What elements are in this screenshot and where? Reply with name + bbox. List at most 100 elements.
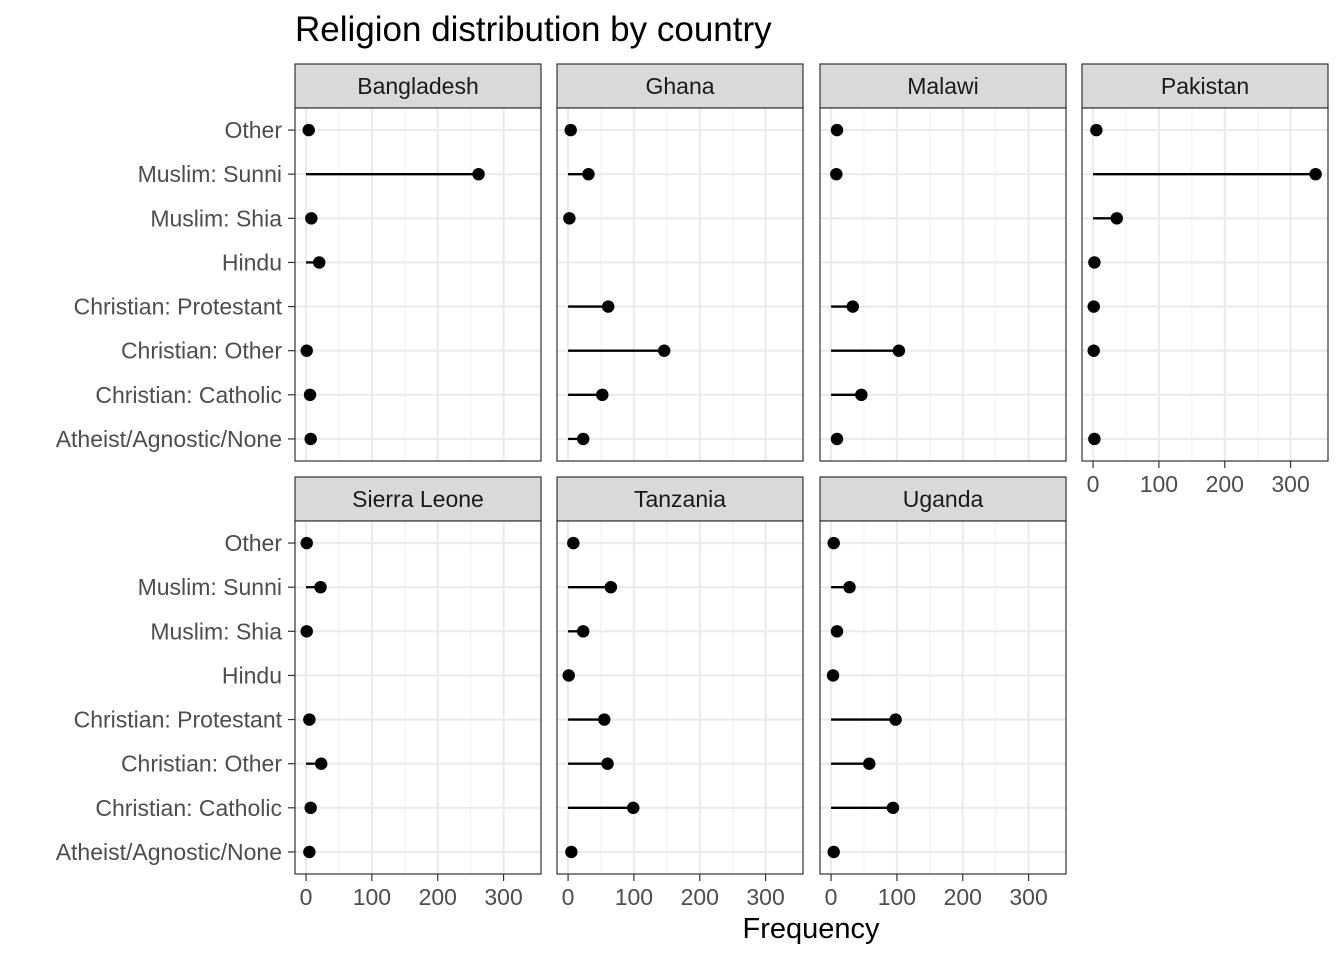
facet-tanzania: Tanzania 0 100 200 300: [556, 476, 804, 910]
data-point: [305, 212, 318, 225]
data-point: [304, 801, 317, 815]
plot-background: [557, 521, 803, 874]
x-tick-label: 200: [419, 884, 457, 910]
x-tick-label: 200: [1206, 471, 1244, 497]
x-tick-label: 0: [825, 884, 838, 910]
data-point: [567, 536, 580, 550]
y-tick-label: Christian: Protestant: [74, 294, 283, 320]
y-tick-label: Christian: Other: [121, 751, 282, 777]
data-point: [830, 432, 844, 446]
facet-strip-label: Ghana: [645, 73, 714, 99]
x-axis-label: Frequency: [742, 913, 880, 945]
facet-sierra-leone: Sierra Leone Atheist/Agnostic/None Christi…: [56, 476, 542, 910]
data-point: [1088, 432, 1101, 446]
x-tick-label: 100: [1140, 471, 1178, 497]
data-point: [830, 123, 844, 137]
data-point: [657, 344, 671, 357]
x-tick-label: 300: [746, 884, 784, 910]
facet-panels: Bangladesh Atheist/Agnostic/None Christian…: [56, 63, 1329, 910]
data-point: [843, 580, 856, 594]
data-point: [314, 580, 327, 594]
data-point: [565, 845, 578, 859]
y-tick-label: Christian: Other: [121, 338, 282, 364]
x-tick-label: 300: [484, 884, 522, 910]
x-tick-label: 0: [562, 884, 575, 910]
panel-border: [556, 107, 804, 462]
data-point: [601, 757, 614, 770]
x-tick-label: 100: [878, 884, 916, 910]
y-tick-label: Atheist/Agnostic/None: [56, 839, 282, 865]
data-point: [582, 167, 595, 181]
data-point: [302, 123, 315, 137]
facet-strip-label: Sierra Leone: [352, 486, 484, 512]
facet-strip: [556, 63, 804, 109]
data-point: [1087, 344, 1100, 357]
data-point: [1088, 256, 1101, 269]
y-tick-label: Atheist/Agnostic/None: [56, 426, 282, 452]
data-point: [604, 580, 618, 594]
panel-border: [819, 520, 1067, 875]
panel-border: [1081, 107, 1329, 462]
data-point: [886, 801, 900, 815]
y-tick-label: Christian: Catholic: [95, 382, 282, 408]
data-point: [846, 300, 859, 313]
data-point: [564, 123, 577, 137]
data-point: [303, 845, 316, 859]
facet-strip: [556, 476, 804, 522]
data-point: [855, 388, 868, 402]
data-point: [563, 212, 576, 225]
data-point: [627, 801, 640, 815]
data-point: [303, 713, 316, 726]
chart-title: Religion distribution by country: [295, 10, 772, 49]
data-point: [313, 256, 326, 269]
facet-uganda: Uganda 0 100 200 300: [819, 476, 1067, 910]
data-point: [892, 344, 906, 357]
panel-border: [294, 107, 542, 462]
facet-bangladesh: Bangladesh Atheist/Agnostic/None Christian…: [56, 63, 542, 462]
y-tick-label: Muslim: Sunni: [138, 161, 282, 187]
data-point: [1110, 212, 1123, 225]
facet-strip-label: Bangladesh: [357, 73, 479, 99]
y-tick-label: Christian: Catholic: [95, 795, 282, 821]
y-tick-label: Christian: Protestant: [74, 707, 283, 733]
panel-border: [294, 520, 542, 875]
data-point: [472, 167, 485, 181]
y-tick-label: Hindu: [222, 249, 282, 275]
y-tick-label: Other: [224, 117, 282, 143]
facet-strip: [294, 63, 542, 109]
x-tick-label: 100: [615, 884, 653, 910]
data-point: [304, 432, 317, 446]
data-point: [826, 669, 840, 682]
data-point: [1090, 123, 1103, 137]
data-point: [830, 167, 843, 181]
x-tick-label: 300: [1009, 884, 1047, 910]
data-point: [827, 536, 840, 550]
plot-background: [295, 108, 541, 461]
data-point: [1087, 300, 1100, 313]
data-point: [562, 669, 575, 682]
data-point: [300, 625, 313, 638]
data-point: [889, 713, 902, 726]
data-point: [598, 713, 611, 726]
data-point: [863, 757, 876, 770]
y-tick-label: Muslim: Shia: [150, 205, 282, 231]
y-tick-label: Hindu: [222, 662, 282, 688]
y-tick-label: Muslim: Shia: [150, 618, 282, 644]
y-tick-label: Other: [224, 530, 282, 556]
data-point: [830, 625, 844, 638]
x-tick-label: 200: [944, 884, 982, 910]
facet-strip-label: Uganda: [903, 486, 984, 512]
x-tick-label: 100: [353, 884, 391, 910]
data-point: [596, 388, 609, 402]
x-tick-label: 300: [1271, 471, 1309, 497]
data-point: [303, 388, 317, 402]
plot-background: [820, 108, 1066, 461]
data-point: [827, 845, 840, 859]
data-point: [602, 300, 615, 313]
panel-border: [556, 520, 804, 875]
plot-background: [1082, 108, 1328, 461]
plot-background: [295, 521, 541, 874]
facet-pakistan: Pakistan 0 100 200 300: [1081, 63, 1329, 497]
facet-strip: [819, 476, 1067, 522]
